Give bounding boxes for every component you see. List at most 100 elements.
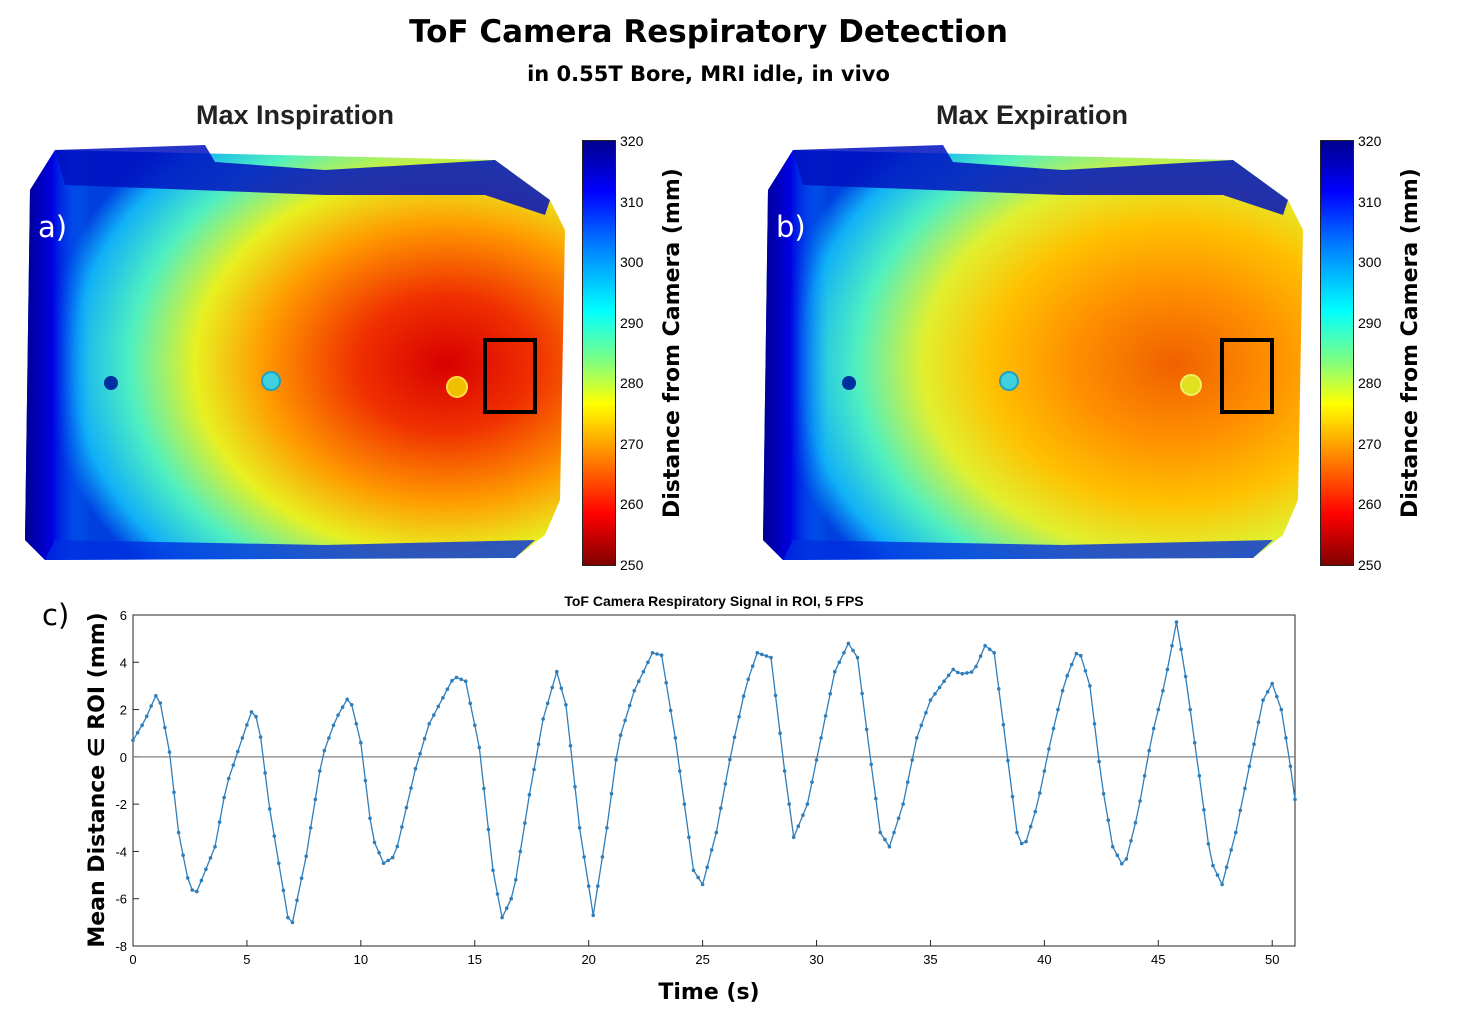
y-tick-label: 0 (120, 750, 127, 765)
data-point (568, 744, 573, 748)
data-point (573, 785, 577, 789)
data-point (281, 888, 286, 893)
data-point (245, 723, 249, 727)
data-point (801, 813, 805, 817)
data-point (837, 660, 842, 665)
data-point (345, 697, 350, 702)
data-point (1179, 647, 1183, 652)
data-point (308, 826, 313, 830)
data-point (1097, 759, 1101, 764)
data-point (1133, 820, 1138, 825)
data-point (1224, 865, 1229, 869)
data-point (327, 736, 331, 740)
data-point (468, 701, 473, 706)
data-point (304, 854, 309, 858)
data-point (144, 714, 149, 719)
data-point (181, 853, 185, 857)
data-point (618, 733, 623, 737)
data-point (290, 920, 295, 925)
data-point (1015, 830, 1019, 835)
data-point (650, 651, 655, 655)
data-point (1079, 653, 1083, 658)
data-point (172, 790, 176, 795)
data-point (195, 889, 199, 894)
data-point (258, 735, 263, 739)
data-point (149, 704, 153, 708)
data-point (167, 750, 172, 754)
data-point (336, 713, 340, 717)
data-point (277, 861, 281, 866)
data-point (833, 669, 837, 674)
data-point (1120, 861, 1124, 866)
data-point (240, 736, 245, 740)
data-point (600, 855, 605, 859)
data-point (432, 713, 436, 717)
data-point (463, 679, 468, 683)
data-point (400, 825, 404, 829)
data-point (1147, 748, 1151, 753)
x-axis: 0 5 10 15 20 25 30 35 40 45 50 (129, 940, 1279, 967)
data-point (983, 643, 987, 648)
data-point (450, 678, 454, 683)
data-point (1293, 797, 1297, 802)
series-line (132, 621, 1296, 924)
y-tick-label: -8 (115, 939, 127, 954)
data-point (623, 718, 627, 723)
data-point (486, 827, 491, 832)
roi-box (1220, 338, 1274, 414)
data-point (614, 757, 618, 762)
x-tick-label: 5 (243, 952, 250, 967)
data-point (226, 776, 231, 781)
data-point (313, 797, 318, 802)
data-point (217, 820, 222, 824)
data-point (559, 686, 564, 691)
data-point (536, 742, 541, 746)
data-point (1211, 863, 1215, 868)
data-point (1006, 758, 1010, 763)
data-point (787, 802, 791, 806)
data-point (1151, 726, 1156, 731)
colorbar-tick: 270 (620, 435, 644, 452)
data-point (509, 896, 513, 901)
data-point (1069, 662, 1074, 667)
data-point (1001, 722, 1006, 727)
data-point (741, 694, 746, 698)
data-point (295, 898, 299, 903)
data-point (231, 763, 236, 767)
data-point (395, 844, 400, 849)
data-point (199, 878, 204, 883)
data-point (427, 722, 432, 726)
data-point (919, 723, 924, 728)
data-point (222, 795, 226, 800)
data-point (1106, 818, 1110, 822)
data-point (805, 802, 810, 806)
x-tick-label: 0 (129, 952, 136, 967)
data-point (746, 677, 750, 682)
data-point (363, 778, 368, 783)
data-point (1261, 698, 1265, 702)
data-point (791, 835, 796, 839)
data-point (1110, 844, 1115, 849)
data-point (135, 730, 140, 735)
data-point (491, 868, 495, 873)
data-point (655, 652, 659, 656)
colorbar-tick: 310 (620, 193, 644, 210)
data-point (445, 687, 450, 691)
data-point (855, 655, 860, 660)
data-point (359, 740, 363, 745)
colorbar-tick: 260 (1358, 496, 1382, 513)
data-point (404, 805, 409, 810)
data-point (1275, 694, 1279, 699)
data-point (1220, 882, 1224, 887)
data-point (1288, 764, 1293, 769)
data-point (760, 652, 764, 657)
data-point (755, 651, 760, 655)
data-point (1174, 620, 1179, 624)
data-point (969, 670, 974, 674)
data-point (992, 651, 996, 655)
data-point (413, 766, 418, 771)
data-point (1083, 669, 1088, 673)
data-point (1252, 742, 1256, 746)
data-point (928, 698, 933, 702)
data-point (204, 867, 208, 871)
